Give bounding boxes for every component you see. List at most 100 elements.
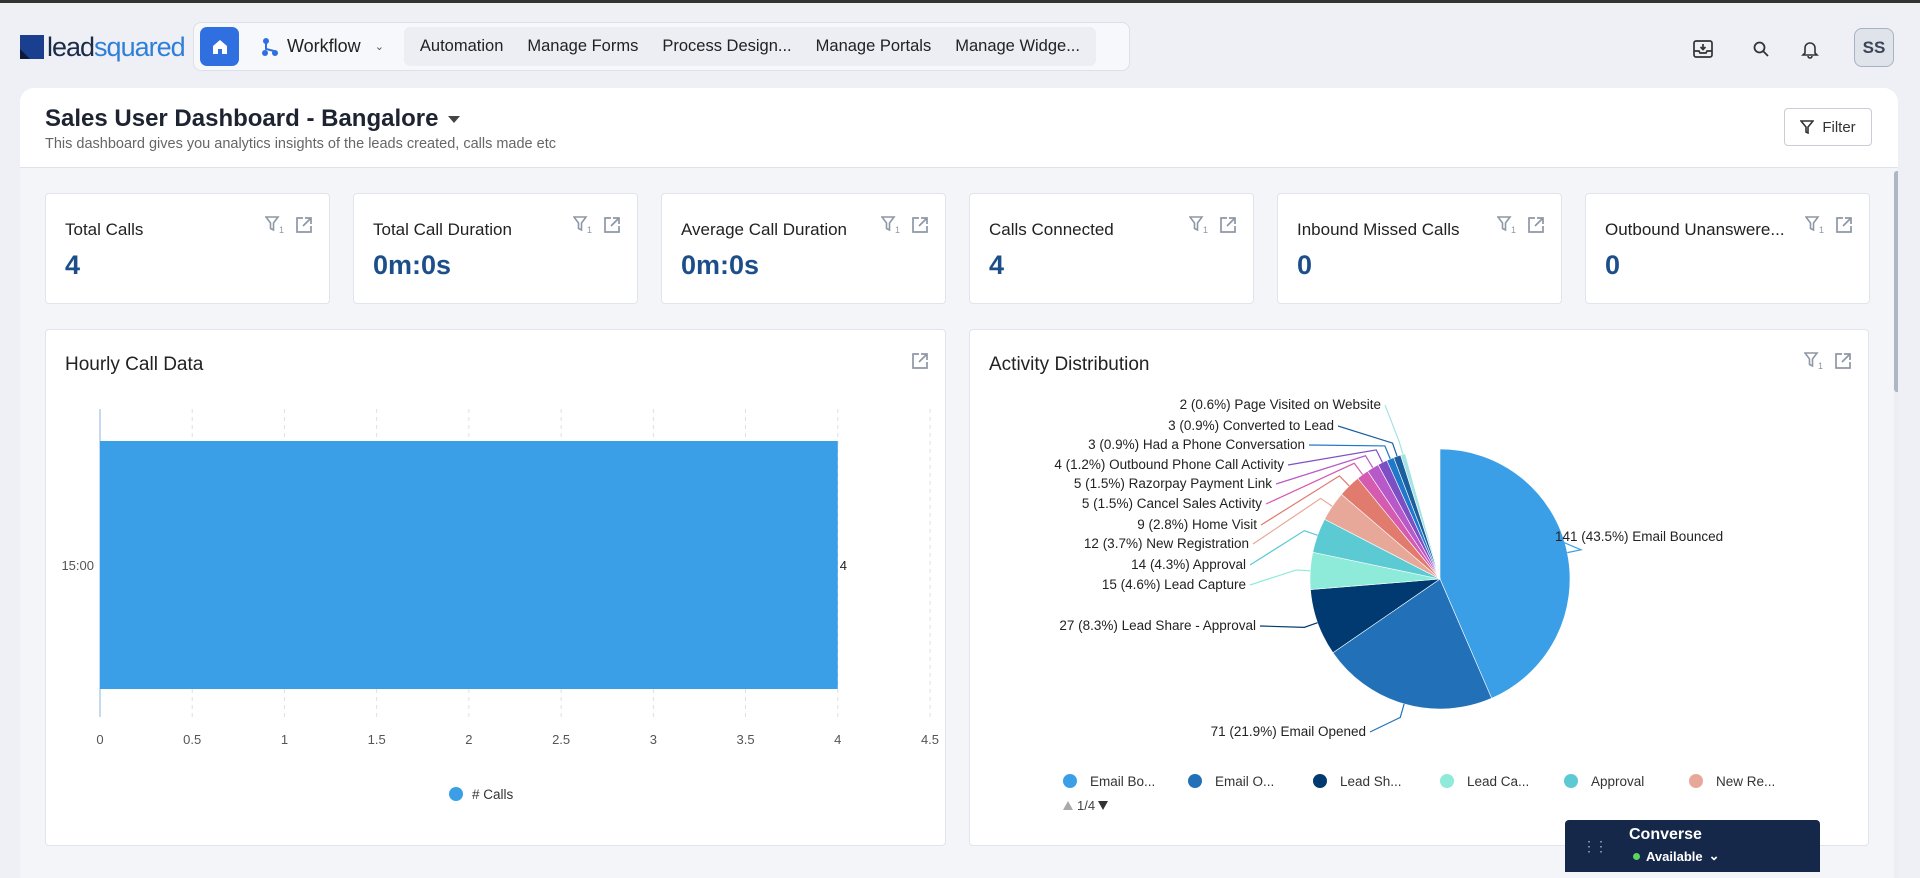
filter-count-button[interactable]: 1 [1803,352,1824,375]
legend-label[interactable]: Lead Sh... [1340,774,1402,789]
user-avatar[interactable]: SS [1854,28,1894,67]
label-connector [1308,444,1391,460]
converse-widget[interactable]: ⋮⋮ Converse Available ⌄ [1565,820,1820,872]
legend-page: 1/4 [1077,798,1095,813]
x-tick-label: 1.5 [368,732,386,747]
slice-data-label: 9 (2.8%) Home Visit [1137,517,1257,532]
pie-slice[interactable] [1439,448,1571,699]
page-title: Sales User Dashboard - Bangalore [45,105,439,132]
legend-next-icon[interactable] [1098,801,1108,810]
filter-icon: 1 [880,216,900,235]
window-top-border [0,0,1920,3]
home-button[interactable] [200,27,239,66]
workflow-icon [262,37,278,56]
expand-button[interactable] [911,352,929,375]
kpi-value: 0 [1297,250,1313,280]
filter-count-button[interactable]: 1 [572,216,593,239]
label-connector [1275,455,1374,485]
legend-marker[interactable] [1313,774,1327,788]
pie-slice[interactable] [1332,578,1493,710]
logo-text-blue: squared [94,31,186,62]
slice-data-label: 5 (1.5%) Razorpay Payment Link [1074,476,1272,491]
filter-count: 1 [279,225,284,234]
kpi-card: Outbound Unanswere... 0 1 [1585,193,1870,304]
slice-data-label: 14 (4.3%) Approval [1131,557,1246,572]
notifications-button[interactable] [1799,38,1821,60]
kpi-value: 4 [65,250,81,280]
kpi-value: 0 [1605,250,1621,280]
expand-button[interactable] [1834,352,1852,375]
status-dropdown[interactable]: Available ⌄ [1633,848,1720,864]
home-icon [212,39,227,54]
legend-label[interactable]: # Calls [472,787,514,802]
filter-label: Filter [1822,118,1856,136]
expand-button[interactable] [295,216,313,239]
nav-links: Automation Manage Forms Process Design..… [403,27,1096,66]
nav-process-designer[interactable]: Process Design... [662,37,792,55]
pie-slice[interactable] [1400,453,1441,580]
top-nav: Workflow ⌄ Automation Manage Forms Proces… [193,22,1130,71]
filter-count-button[interactable]: 1 [1496,216,1517,239]
caret-down-icon [448,116,461,124]
open-external-icon [1836,217,1852,233]
label-connector [1249,569,1311,586]
legend-marker[interactable] [1440,774,1454,788]
legend-label[interactable]: Email Bo... [1090,774,1155,789]
legend-marker[interactable] [1063,774,1077,788]
label-connector [1259,622,1318,628]
expand-button[interactable] [1527,216,1545,239]
kpi-value: 0m:0s [373,250,452,280]
hourly-call-data-widget: Hourly Call Data 0 0.5 1 1.5 2 2.5 3 3.5 4 4.5 4 15… [45,329,946,846]
legend-label[interactable]: Lead Ca... [1467,774,1529,789]
filter-icon: 1 [1804,216,1824,235]
legend-marker[interactable] [1689,774,1703,788]
filter-icon: 1 [1496,216,1516,235]
kpi-card: Inbound Missed Calls 0 1 [1277,193,1562,304]
kpi-title: Outbound Unanswere... [1605,220,1785,239]
nav-manage-forms[interactable]: Manage Forms [527,37,639,55]
legend-label[interactable]: Approval [1591,774,1644,789]
legend-marker[interactable] [1564,774,1578,788]
expand-button[interactable] [1219,216,1237,239]
leadsquared-logo[interactable]: lead squared [20,31,186,62]
dashboard-title-dropdown[interactable]: Sales User Dashboard - Bangalore [45,105,461,133]
label-connector [1384,404,1404,455]
search-icon [1753,41,1769,57]
filter-button[interactable]: Filter [1784,108,1872,146]
expand-button[interactable] [1835,216,1853,239]
label-connector [1550,536,1584,554]
bar-value-label: 4 [840,558,847,573]
scrollbar[interactable] [1894,171,1898,878]
filter-count-button[interactable]: 1 [1804,216,1825,239]
open-external-icon [1528,217,1544,233]
legend-marker[interactable] [1188,774,1202,788]
widget-actions [911,352,929,375]
nav-automation[interactable]: Automation [419,37,504,55]
filter-count-button[interactable]: 1 [1188,216,1209,239]
legend-marker[interactable] [449,787,463,801]
bar[interactable] [100,441,838,689]
logo-text: lead [47,31,95,62]
search-button[interactable] [1750,38,1772,60]
expand-button[interactable] [911,216,929,239]
slice-data-label: 15 (4.6%) Lead Capture [1102,577,1246,592]
kpi-title: Calls Connected [989,220,1114,239]
filter-count: 1 [1818,361,1823,370]
nav-manage-widgets[interactable]: Manage Widge... [955,37,1080,55]
scrollbar-thumb[interactable] [1894,171,1898,392]
kpi-title: Inbound Missed Calls [1297,220,1460,239]
filter-count-button[interactable]: 1 [880,216,901,239]
label-connector [1265,462,1364,505]
legend-label[interactable]: Email O... [1215,774,1274,789]
expand-button[interactable] [603,216,621,239]
inbox-download-button[interactable] [1692,38,1714,60]
nav-manage-portals[interactable]: Manage Portals [815,37,932,55]
workflow-menu[interactable]: Workflow ⌄ [261,36,384,57]
filter-icon [1800,120,1815,134]
filter-count-button[interactable]: 1 [264,216,285,239]
legend-label[interactable]: New Re... [1716,774,1775,789]
legend-prev-icon[interactable] [1063,801,1073,810]
slice-data-label: 141 (43.5%) Email Bounced [1555,529,1723,544]
filter-count: 1 [587,225,592,234]
drag-handle-icon[interactable]: ⋮⋮ [1582,838,1608,854]
